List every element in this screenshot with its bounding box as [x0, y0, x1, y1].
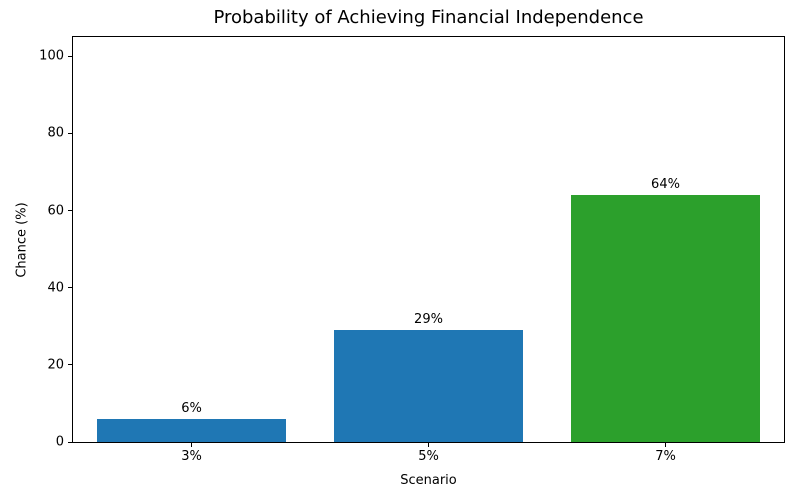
bar: [333, 330, 524, 442]
y-tick-mark: [68, 55, 73, 57]
y-tick-mark: [68, 132, 73, 134]
x-tick-mark: [428, 442, 429, 447]
plot-area: 0 20 40 60 80 100 6% 3% 29% 5% 64% 7%: [39, 36, 785, 464]
y-tick-mark: [68, 287, 73, 289]
y-tick-label: 40: [47, 280, 64, 296]
bar: [570, 195, 761, 442]
y-tick-label: 80: [47, 125, 64, 141]
x-axis-label: Scenario: [400, 473, 457, 488]
y-tick-label: 0: [55, 434, 64, 450]
x-tick-label: 7%: [655, 449, 676, 464]
y-tick-mark: [68, 210, 73, 212]
y-tick-mark: [68, 364, 73, 366]
y-tick-label: 100: [39, 48, 64, 64]
x-tick-mark: [665, 442, 666, 447]
bar-value-label: 64%: [651, 177, 680, 193]
x-tick-mark: [191, 442, 192, 447]
bar-value-label: 29%: [414, 312, 443, 328]
y-tick-mark: [68, 441, 73, 443]
bar: [96, 418, 287, 442]
x-tick-label: 5%: [418, 449, 439, 464]
y-axis-label: Chance (%): [14, 202, 30, 278]
y-tick-label: 20: [47, 357, 64, 373]
bar-value-label: 6%: [181, 400, 202, 416]
x-tick-label: 3%: [181, 449, 202, 464]
chart-title: Probability of Achieving Financial Indep…: [213, 7, 644, 28]
y-tick-label: 60: [47, 203, 64, 219]
